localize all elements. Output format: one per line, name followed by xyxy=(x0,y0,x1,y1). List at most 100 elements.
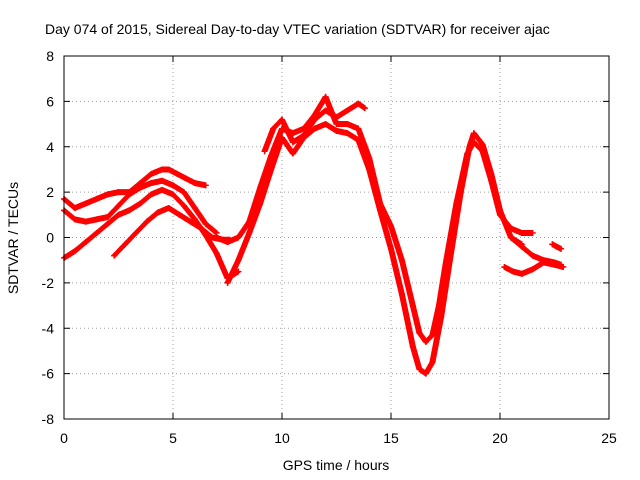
data-point xyxy=(518,229,525,236)
data-point xyxy=(409,302,416,309)
grid-layer xyxy=(64,56,609,419)
data-point xyxy=(558,245,565,252)
data-point xyxy=(466,143,473,150)
data-point xyxy=(165,205,172,212)
data-point xyxy=(93,195,100,202)
data-point xyxy=(111,252,118,259)
y-tick-label: 4 xyxy=(46,139,54,155)
data-layer xyxy=(61,93,567,377)
data-point xyxy=(416,366,423,373)
y-tick-label: 2 xyxy=(46,184,54,200)
data-point xyxy=(355,100,362,107)
data-point xyxy=(71,248,78,255)
x-axis-label: GPS time / hours xyxy=(283,457,390,473)
data-point xyxy=(422,370,429,377)
data-point xyxy=(104,220,111,227)
data-point xyxy=(261,148,268,155)
data-point xyxy=(501,263,508,270)
y-tick-label: 0 xyxy=(46,230,54,246)
data-point xyxy=(529,266,536,273)
y-axis-label: SDTVAR / TECUs xyxy=(5,182,21,294)
data-point xyxy=(344,107,351,114)
data-point xyxy=(104,191,111,198)
data-point xyxy=(143,218,150,225)
data-point xyxy=(82,239,89,246)
data-point xyxy=(213,250,220,257)
data-point xyxy=(115,189,122,196)
data-point xyxy=(122,241,129,248)
data-point xyxy=(398,291,405,298)
data-point xyxy=(279,116,285,123)
data-point xyxy=(165,166,172,173)
data-point xyxy=(159,186,166,193)
data-point xyxy=(115,211,122,218)
data-point xyxy=(333,114,340,121)
data-point xyxy=(115,202,122,209)
data-point xyxy=(104,214,111,221)
y-tick-label: -4 xyxy=(42,320,55,336)
data-point xyxy=(257,200,264,207)
data-point xyxy=(132,229,139,236)
data-point xyxy=(446,257,453,264)
data-point xyxy=(198,225,205,232)
data-point xyxy=(71,205,78,212)
data-point xyxy=(71,216,78,223)
series-arc-9 xyxy=(507,234,565,268)
data-point xyxy=(176,211,183,218)
data-point xyxy=(429,359,436,366)
plot-frame xyxy=(63,55,610,420)
x-tick-label: 20 xyxy=(492,430,508,446)
x-tick-label: 5 xyxy=(169,430,177,446)
data-point xyxy=(224,239,231,246)
data-point xyxy=(398,257,405,264)
y-tick-label: -2 xyxy=(42,275,55,291)
x-tick-label: 25 xyxy=(601,430,617,446)
data-point xyxy=(279,134,285,141)
data-point xyxy=(333,121,340,128)
data-point xyxy=(388,223,394,230)
data-point xyxy=(416,329,423,336)
series-arc-7 xyxy=(261,100,368,155)
data-point xyxy=(540,257,547,264)
data-point xyxy=(300,132,307,139)
data-point xyxy=(137,184,144,191)
data-point xyxy=(344,121,351,128)
data-point xyxy=(553,243,560,250)
data-point xyxy=(148,191,155,198)
data-point xyxy=(470,130,477,137)
data-point xyxy=(558,261,565,268)
data-point xyxy=(191,205,198,212)
data-point xyxy=(126,207,133,214)
data-point xyxy=(159,177,166,184)
data-point xyxy=(377,207,384,214)
x-tick-label: 10 xyxy=(274,430,290,446)
y-tick-label: -6 xyxy=(42,366,55,382)
data-point xyxy=(246,229,253,236)
data-point xyxy=(366,166,373,173)
data-point xyxy=(257,184,264,191)
data-point xyxy=(180,202,187,209)
data-point xyxy=(235,234,242,241)
data-point xyxy=(507,234,514,241)
data-point xyxy=(235,257,242,264)
data-point xyxy=(180,189,187,196)
data-point xyxy=(270,125,277,132)
data-point xyxy=(333,127,340,134)
data-point xyxy=(322,121,329,128)
data-point xyxy=(488,170,495,177)
data-point xyxy=(518,270,525,277)
data-point xyxy=(224,279,231,286)
y-tick-label: 6 xyxy=(46,93,54,109)
y-tick-label: -8 xyxy=(42,411,55,427)
data-point xyxy=(361,105,368,112)
data-point xyxy=(202,220,209,227)
data-point xyxy=(126,191,133,198)
data-point xyxy=(311,125,318,132)
data-point xyxy=(174,170,181,177)
data-point xyxy=(159,166,166,173)
data-point xyxy=(213,234,220,241)
chart-title: Day 074 of 2015, Sidereal Day-to-day VTE… xyxy=(45,21,550,37)
data-point xyxy=(510,268,517,275)
